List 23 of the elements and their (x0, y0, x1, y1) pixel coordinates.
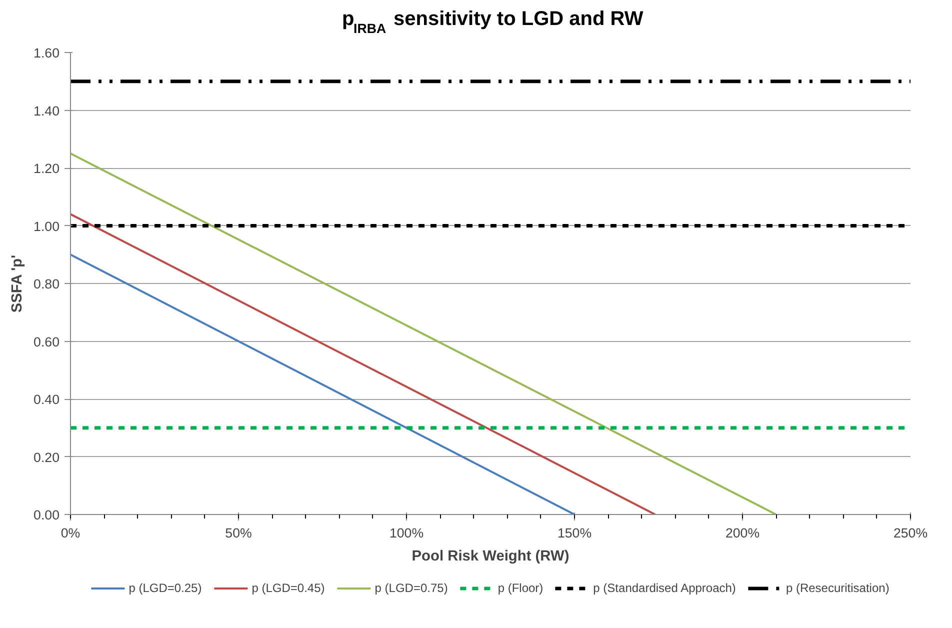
y-tick-label: 1.20 (34, 161, 60, 176)
y-tick-label: 1.40 (34, 103, 60, 118)
x-tick-label: 50% (225, 526, 252, 540)
y-axis-title: SSFA 'p' (10, 254, 26, 313)
legend-label: p (Floor) (498, 581, 544, 595)
x-tick-label: 250% (893, 526, 928, 540)
legend-label: p (LGD=0.45) (252, 581, 325, 595)
y-tick-label: 0.00 (34, 508, 60, 522)
x-tick-label: 200% (725, 526, 760, 540)
y-tick-label: 1.60 (34, 46, 60, 60)
legend-label: p (LGD=0.75) (374, 581, 448, 595)
y-tick-label: 0.60 (34, 334, 60, 350)
y-tick-label: 1.00 (34, 218, 60, 234)
legend-label: p (Resecuritisation) (786, 581, 890, 595)
legend-label: p (Standardised Approach) (593, 581, 736, 595)
x-axis-title: Pool Risk Weight (RW) (412, 548, 570, 564)
legend-label: p (LGD=0.25) (128, 581, 202, 595)
x-tick-label: 0% (60, 526, 80, 540)
x-tick-label: 150% (557, 526, 592, 540)
y-tick-label: 0.80 (34, 276, 60, 292)
y-tick-label: 0.20 (34, 450, 60, 465)
y-tick-label: 0.40 (34, 392, 60, 407)
x-tick-label: 100% (389, 526, 424, 540)
